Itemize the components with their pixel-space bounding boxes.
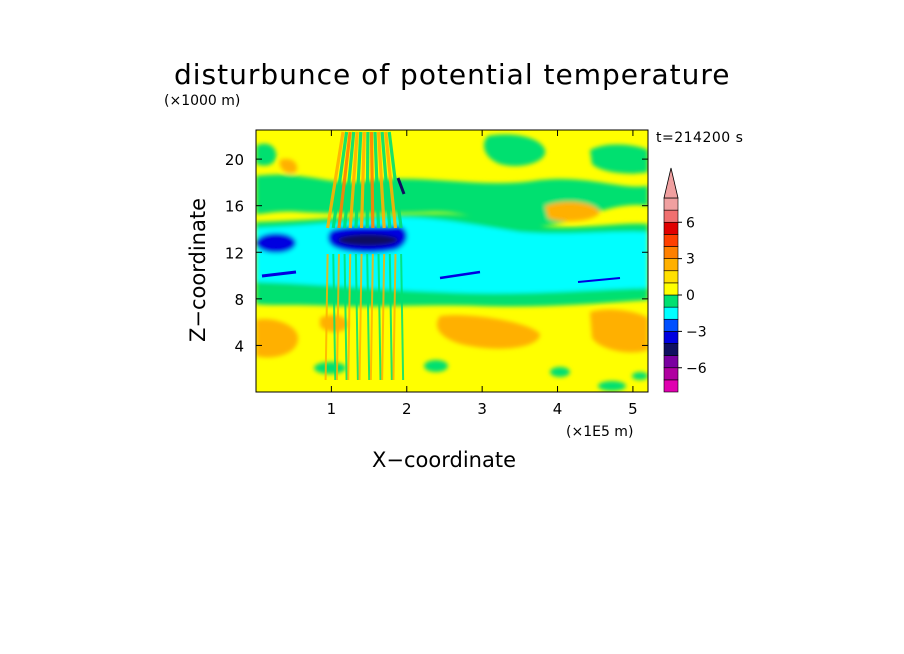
wave-stripe-lower-5 xyxy=(354,253,359,381)
colorbar-swatch-4 xyxy=(663,331,679,344)
field-navy-cell xyxy=(338,234,398,246)
x-tick-label-0: 1 xyxy=(327,400,337,418)
wave-stripe-lower-9 xyxy=(377,253,382,381)
field-lower-green-5 xyxy=(632,372,648,380)
field-top-green-1 xyxy=(484,134,546,167)
wave-stripe-upper-10 xyxy=(376,131,386,229)
field-lower-green-4 xyxy=(424,360,448,372)
colorbar-swatch-2 xyxy=(663,355,679,369)
y-tick-label-3: 16 xyxy=(225,198,244,216)
colorbar-swatch-9 xyxy=(663,270,679,284)
colorbar-swatch-14 xyxy=(663,209,679,223)
wave-stripe-lower-11 xyxy=(388,253,393,381)
field-navy-streak xyxy=(396,177,406,195)
wave-stripe-upper-6 xyxy=(359,131,366,229)
field-blue-streak-1 xyxy=(261,270,297,278)
field-green-below-band xyxy=(256,282,648,307)
wave-stripe-lower-8 xyxy=(369,253,374,381)
y-axis-unit: (×1000 m) xyxy=(164,93,241,109)
y-tick-label-2: 12 xyxy=(225,244,244,262)
wave-stripe-lower-2 xyxy=(335,253,340,381)
wave-stripe-upper-13 xyxy=(387,131,403,229)
wave-stripe-lower-10 xyxy=(381,253,386,381)
x-tick-label-2: 3 xyxy=(477,400,487,418)
field-blue-streak-2 xyxy=(439,270,481,280)
wave-stripe-lower-6 xyxy=(358,253,363,381)
wave-stripe-upper-8 xyxy=(369,131,375,229)
field-lower-green-1 xyxy=(314,362,346,374)
x-tick-label-4: 5 xyxy=(628,400,638,418)
wave-stripes xyxy=(324,131,405,381)
wave-stripe-lower-3 xyxy=(343,253,348,381)
wave-stripe-upper-2 xyxy=(337,131,352,229)
field-lower-green-3 xyxy=(598,381,626,391)
wave-stripe-lower-0 xyxy=(324,253,329,381)
wave-stripe-upper-11 xyxy=(380,131,392,229)
x-axis-unit: (×1E5 m) xyxy=(566,424,634,440)
field-lower-orange-1 xyxy=(256,318,299,358)
field-blue-cell-left xyxy=(256,233,296,253)
wave-stripe-upper-3 xyxy=(342,131,356,229)
colorbar-swatch-7 xyxy=(663,294,679,308)
chart-title: disturbunce of potential temperature xyxy=(174,58,731,91)
wave-stripe-upper-1 xyxy=(331,131,349,229)
field-top-green-3 xyxy=(256,143,277,166)
colorbar-tick-label-3: −3 xyxy=(686,324,707,340)
colorbar-swatch-6 xyxy=(663,306,679,320)
field-upper-orange-1 xyxy=(545,201,600,222)
wave-stripe-upper-9 xyxy=(373,131,381,229)
wave-stripe-upper-7 xyxy=(365,131,370,229)
wave-stripe-lower-13 xyxy=(400,253,405,381)
y-tick-label-4: 20 xyxy=(225,151,244,169)
colorbar-swatch-8 xyxy=(663,282,679,296)
colorbar-extend-top xyxy=(663,167,679,199)
field-lower-orange-3 xyxy=(590,309,648,353)
colorbar-swatch-10 xyxy=(663,258,679,272)
x-axis-ticks: 1 2 3 4 5 xyxy=(327,130,638,418)
field-lower-green-2 xyxy=(550,367,570,377)
y-axis-ticks: 4 8 12 16 20 xyxy=(225,151,648,355)
colorbar-tick-label-0: 6 xyxy=(686,215,695,231)
wave-stripe-lower-1 xyxy=(332,253,337,381)
x-tick-label-1: 2 xyxy=(402,400,412,418)
field-lower-orange-2 xyxy=(436,315,540,349)
y-tick-label-0: 4 xyxy=(234,337,244,355)
colorbar-swatch-3 xyxy=(663,343,679,356)
wave-stripe-upper-5 xyxy=(354,131,363,229)
x-axis-label: X−coordinate xyxy=(372,448,516,472)
wave-stripe-lower-12 xyxy=(392,253,397,381)
field-top-green-2 xyxy=(590,144,648,174)
x-tick-label-3: 4 xyxy=(553,400,563,418)
colorbar-swatch-1 xyxy=(663,367,679,381)
colorbar-tick-label-4: −6 xyxy=(686,361,707,377)
colorbar-swatch-11 xyxy=(663,246,679,259)
colorbar-swatch-13 xyxy=(663,221,679,235)
colorbar: 6 3 0 −3 −6 xyxy=(663,167,707,393)
colorbar-swatch-12 xyxy=(663,234,679,247)
colorbar-swatch-0 xyxy=(663,379,679,393)
time-label: t=214200 s xyxy=(656,130,744,146)
wave-stripe-upper-4 xyxy=(348,131,359,229)
field-upper-orange-2 xyxy=(279,158,298,174)
contour-field xyxy=(256,130,648,392)
colorbar-tick-label-1: 3 xyxy=(686,252,695,268)
colorbar-tick-label-2: 0 xyxy=(686,288,695,304)
wave-stripe-lower-4 xyxy=(347,253,352,381)
field-blue-streak-3 xyxy=(577,277,621,283)
y-tick-label-1: 8 xyxy=(234,291,244,309)
wave-stripe-lower-7 xyxy=(366,253,371,381)
wave-stripe-upper-0 xyxy=(326,131,345,229)
wave-stripe-upper-12 xyxy=(384,131,398,229)
colorbar-swatch-15 xyxy=(663,197,679,211)
colorbar-swatch-5 xyxy=(663,318,679,332)
plot-frame xyxy=(255,129,649,393)
